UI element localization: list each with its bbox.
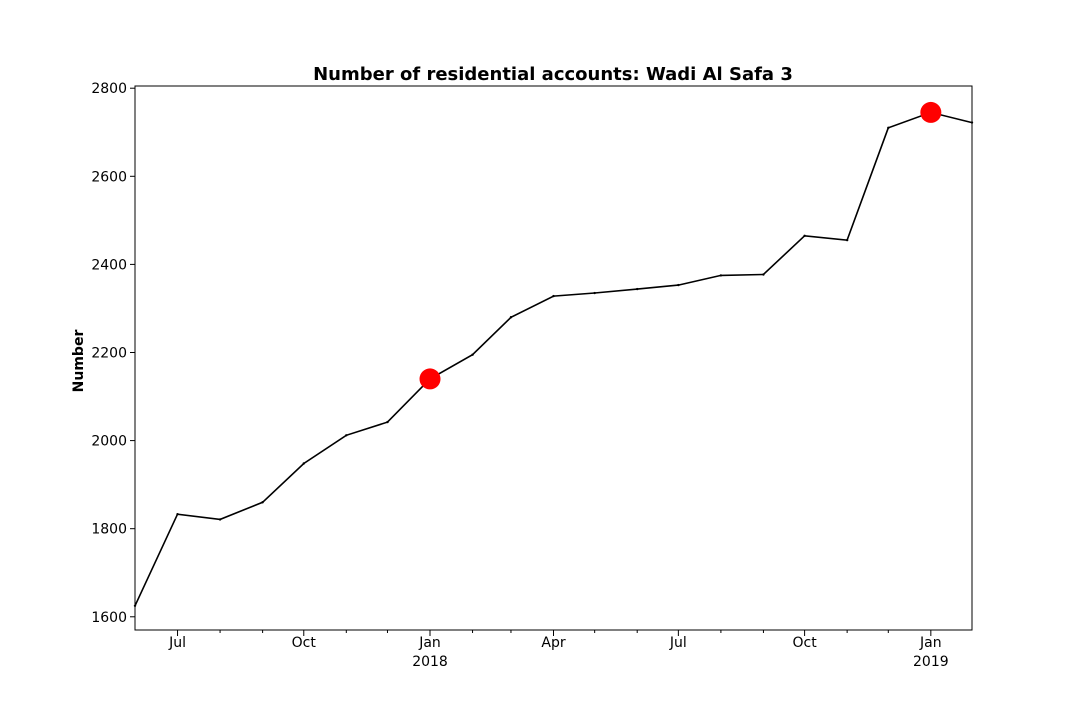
data-point: [803, 234, 806, 237]
x-tick-label: Jul: [669, 635, 687, 651]
plot-frame: [134, 85, 973, 631]
x-tick-label: Jan: [919, 635, 942, 651]
data-point: [176, 512, 179, 516]
data-point: [677, 283, 680, 287]
y-tick-label: 2000: [91, 434, 127, 450]
data-point: [218, 518, 222, 521]
data-point: [636, 287, 639, 291]
data-point: [471, 353, 474, 356]
highlight-marker: [419, 368, 441, 390]
data-point: [552, 294, 555, 298]
data-point: [762, 273, 765, 276]
x-tick-label: Jan: [418, 635, 441, 651]
x-tick-label: Apr: [541, 635, 565, 651]
highlight-marker: [920, 101, 942, 123]
data-point: [261, 501, 264, 504]
chart-title: Number of residential accounts: Wadi Al …: [313, 64, 793, 85]
y-axis-label: Number: [71, 330, 87, 393]
data-point: [887, 126, 890, 130]
y-tick-label: 1800: [91, 522, 127, 538]
y-tick-label: 2400: [91, 257, 127, 273]
data-point: [345, 434, 348, 437]
data-point: [593, 291, 596, 295]
data-point: [719, 274, 723, 277]
series-line: [134, 111, 973, 607]
x-tick-label: Jul: [168, 635, 186, 651]
data-point: [302, 462, 305, 465]
y-tick-label: 2200: [91, 345, 127, 361]
x-tick-label: Oct: [292, 635, 317, 651]
data-point: [845, 238, 849, 242]
x-tick-year-label: 2019: [913, 654, 949, 670]
y-tick-label: 1600: [91, 610, 127, 626]
x-tick-label: Oct: [792, 635, 817, 651]
x-tick-year-label: 2018: [412, 654, 448, 670]
y-tick-label: 2800: [91, 81, 127, 97]
data-point: [509, 316, 513, 319]
y-tick-label: 2600: [91, 169, 127, 185]
data-point: [386, 420, 389, 424]
